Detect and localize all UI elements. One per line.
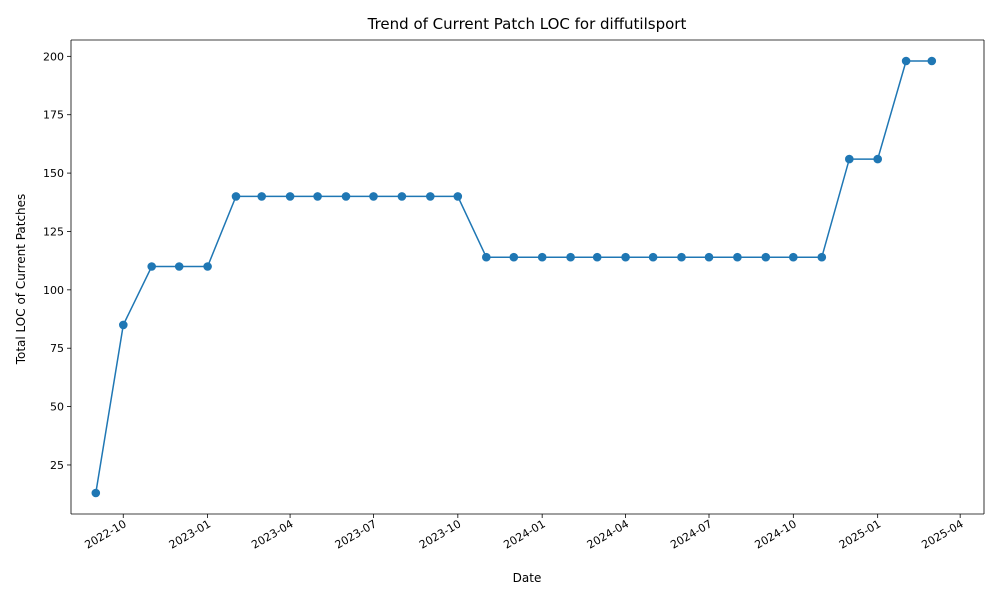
x-tick-label: 2024-04	[585, 517, 631, 551]
data-point	[482, 252, 491, 262]
y-tick-label: 150	[43, 167, 64, 180]
x-tick-label: 2025-04	[919, 517, 965, 551]
x-tick-label: 2024-10	[753, 517, 799, 551]
data-point	[845, 154, 854, 164]
series-line	[95, 60, 932, 494]
x-tick-label: 2023-04	[249, 517, 295, 551]
y-tick-label: 25	[50, 459, 64, 472]
x-tick-label: 2023-01	[167, 517, 213, 551]
data-point	[789, 252, 798, 262]
y-tick-label: 100	[43, 284, 64, 297]
y-axis-label: Total LOC of Current Patches	[14, 194, 28, 366]
data-point	[704, 252, 714, 262]
x-tick-label: 2023-10	[417, 517, 463, 551]
y-tick-label: 50	[50, 401, 64, 414]
data-point	[147, 262, 156, 271]
y-axis-ticks: 25 50 75 100 125 150 175 200	[43, 50, 71, 472]
data-point	[453, 192, 463, 201]
data-point	[733, 252, 742, 262]
data-point	[397, 192, 407, 201]
data-point	[257, 192, 267, 201]
y-tick-label: 200	[43, 50, 64, 63]
data-point	[285, 192, 295, 201]
data-point	[341, 192, 351, 201]
x-axis-label: Date	[513, 571, 542, 585]
data-point	[592, 252, 602, 262]
x-tick-label: 2024-07	[668, 517, 714, 551]
data-point	[817, 252, 827, 262]
y-tick-label: 75	[50, 342, 64, 355]
data-point	[901, 56, 911, 66]
data-point	[509, 252, 519, 262]
data-point	[537, 252, 547, 262]
data-point	[119, 320, 128, 330]
data-point	[621, 252, 630, 262]
axes	[70, 39, 985, 515]
x-tick-label: 2024-01	[501, 517, 547, 551]
y-tick-label: 125	[43, 225, 64, 238]
data-point	[91, 488, 101, 498]
data-point	[677, 252, 686, 262]
data-point	[927, 56, 937, 66]
x-tick-label: 2022-10	[82, 517, 128, 551]
chart-title: Trend of Current Patch LOC for diffutils…	[367, 15, 687, 33]
data-point	[369, 192, 378, 201]
x-tick-label: 2023-07	[333, 517, 379, 551]
data-point	[648, 252, 658, 262]
data-point	[761, 252, 771, 262]
data-point	[313, 192, 322, 201]
data-point	[566, 252, 575, 262]
y-tick-label: 175	[43, 109, 64, 122]
x-tick-label: 2025-01	[837, 517, 883, 551]
x-axis-ticks: 2022-10 2023-01 2023-04 2023-07 2023-10 2024-…	[82, 514, 966, 552]
data-point	[231, 192, 241, 201]
data-point	[873, 154, 882, 164]
data-point	[203, 262, 212, 271]
data-point	[426, 192, 435, 201]
data-series	[91, 56, 937, 498]
data-point	[174, 262, 184, 271]
